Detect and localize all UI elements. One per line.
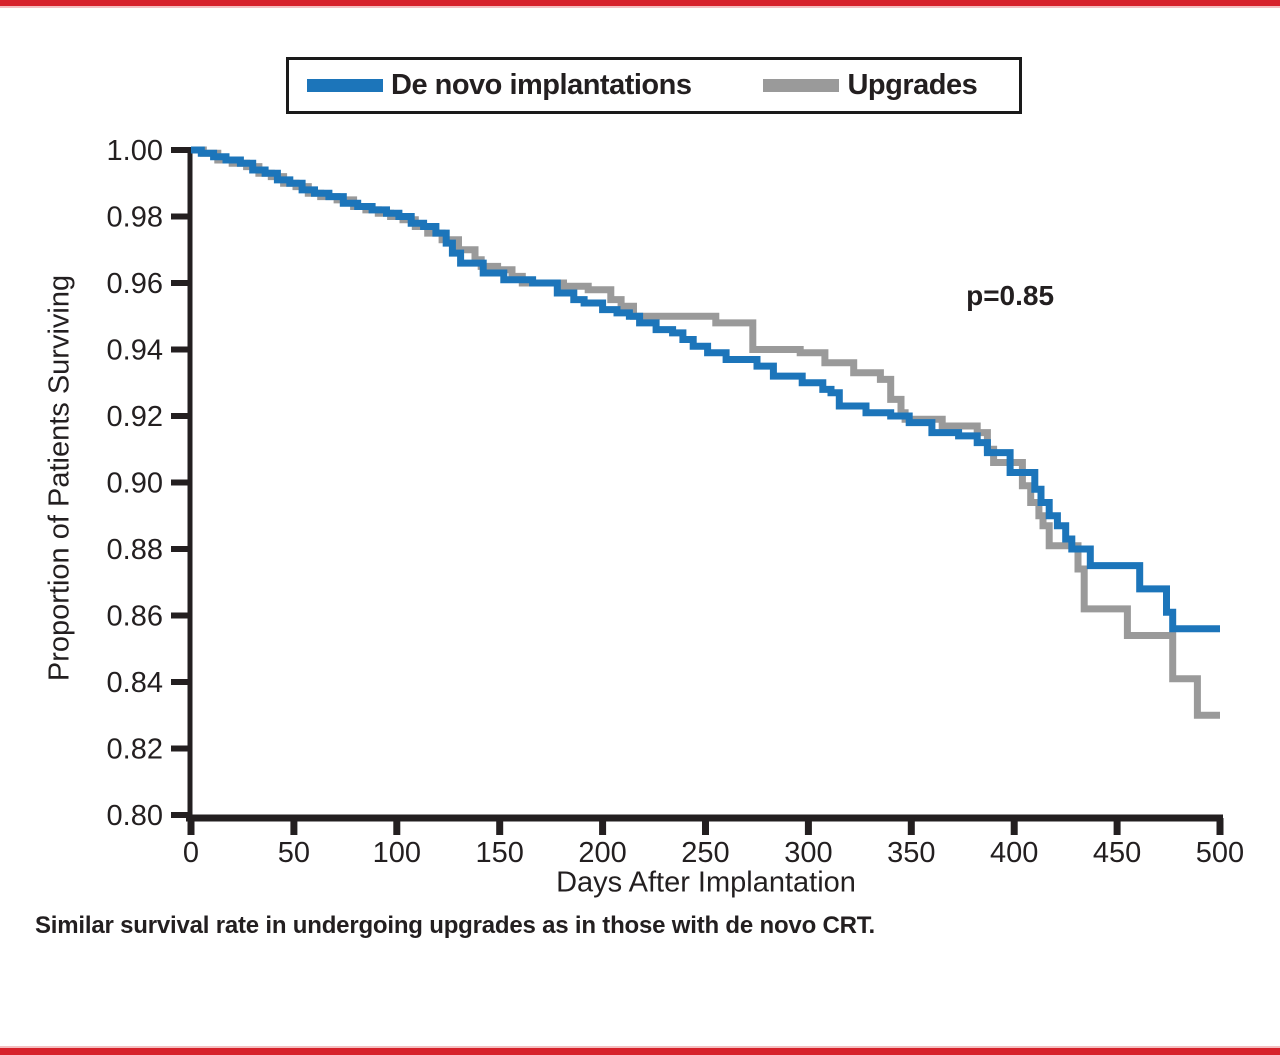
x-tick-label: 400 [990, 837, 1038, 869]
top-red-bar [0, 0, 1280, 8]
y-tick-label: 0.90 [107, 468, 163, 500]
upgrades-line-swatch [763, 79, 840, 92]
y-tick-label: 0.96 [107, 268, 163, 300]
legend-item-de-novo: De novo implantations [307, 69, 692, 102]
x-axis-title: Days After Implantation [556, 866, 856, 899]
x-tick-label: 350 [887, 837, 935, 869]
de-novo-line-swatch [307, 79, 383, 92]
y-tick-label: 0.82 [107, 734, 163, 766]
y-tick-label: 0.94 [107, 335, 163, 367]
x-tick-label: 250 [681, 837, 729, 869]
x-tick-label: 450 [1093, 837, 1141, 869]
x-tick-label: 0 [183, 837, 199, 869]
legend-item-upgrades: Upgrades [763, 69, 978, 102]
curve-upgrades [191, 146, 1220, 719]
y-tick-label: 0.84 [107, 667, 163, 699]
y-tick-label: 0.88 [107, 534, 163, 566]
curve-de-novo-implantations [191, 146, 1220, 633]
x-tick-label: 50 [278, 837, 310, 869]
y-tick-label: 0.86 [107, 601, 163, 633]
x-tick-label: 500 [1196, 837, 1244, 869]
figure-caption: Similar survival rate in undergoing upgr… [35, 912, 876, 939]
y-tick-label: 0.80 [107, 800, 163, 832]
legend-label-upgrades: Upgrades [847, 69, 978, 101]
y-axis-title: Proportion of Patients Surviving [43, 274, 76, 682]
legend-label-de-novo: De novo implantations [391, 69, 692, 101]
x-tick-label: 100 [373, 837, 421, 869]
p-value-annotation: p=0.85 [966, 280, 1055, 312]
x-tick-label: 300 [784, 837, 832, 869]
x-tick-label: 150 [476, 837, 524, 869]
y-tick-label: 1.00 [107, 135, 163, 167]
bottom-red-bar [0, 1046, 1280, 1055]
legend-box: De novo implantations Upgrades [286, 57, 1022, 114]
x-tick-label: 200 [578, 837, 626, 869]
y-tick-label: 0.92 [107, 401, 163, 433]
y-tick-label: 0.98 [107, 202, 163, 234]
